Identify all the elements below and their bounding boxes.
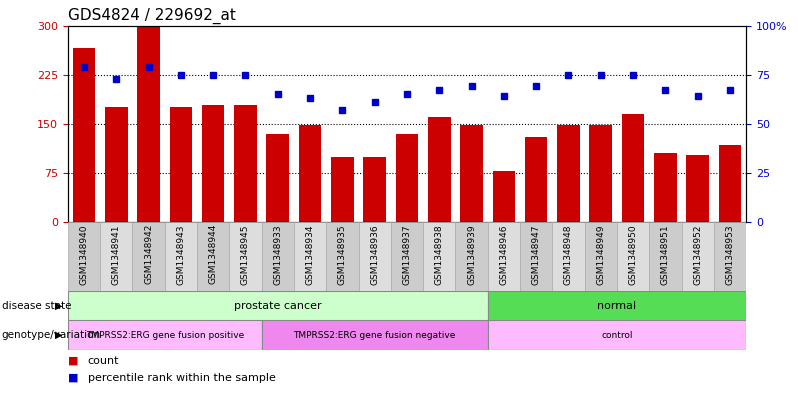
Text: normal: normal [598, 301, 637, 310]
Bar [294, 222, 326, 291]
Bar [137, 26, 160, 222]
Text: ▶: ▶ [54, 301, 62, 310]
Bar [100, 222, 132, 291]
Text: GSM1348934: GSM1348934 [306, 224, 314, 285]
Text: GSM1348951: GSM1348951 [661, 224, 670, 285]
Bar [590, 125, 612, 222]
Bar [525, 137, 547, 222]
Text: prostate cancer: prostate cancer [234, 301, 322, 310]
Text: GSM1348938: GSM1348938 [435, 224, 444, 285]
Text: GSM1348933: GSM1348933 [273, 224, 282, 285]
Text: GSM1348942: GSM1348942 [144, 224, 153, 285]
Bar [105, 107, 128, 222]
Bar [262, 222, 294, 291]
Bar [622, 114, 644, 222]
Bar [169, 107, 192, 222]
Bar [719, 145, 741, 222]
Bar [488, 291, 746, 320]
Bar [557, 125, 580, 222]
Bar [73, 48, 95, 222]
Bar [229, 222, 262, 291]
Text: ■: ■ [68, 373, 78, 383]
Text: ■: ■ [68, 356, 78, 366]
Text: GSM1348949: GSM1348949 [596, 224, 605, 285]
Bar [714, 222, 746, 291]
Text: GSM1348953: GSM1348953 [725, 224, 734, 285]
Bar [654, 153, 677, 222]
Bar [650, 222, 681, 291]
Bar [197, 222, 229, 291]
Text: GSM1348946: GSM1348946 [500, 224, 508, 285]
Text: GSM1348947: GSM1348947 [531, 224, 541, 285]
Text: GSM1348939: GSM1348939 [467, 224, 476, 285]
Bar [68, 320, 262, 350]
Bar [552, 222, 585, 291]
Text: GSM1348937: GSM1348937 [402, 224, 412, 285]
Text: GSM1348935: GSM1348935 [338, 224, 347, 285]
Text: count: count [88, 356, 119, 366]
Bar [585, 222, 617, 291]
Bar [396, 134, 418, 222]
Bar [262, 320, 488, 350]
Bar [202, 105, 224, 222]
Text: GSM1348952: GSM1348952 [693, 224, 702, 285]
Bar [617, 222, 650, 291]
Bar [234, 105, 257, 222]
Bar [298, 125, 322, 222]
Bar [267, 134, 289, 222]
Text: GSM1348948: GSM1348948 [564, 224, 573, 285]
Bar [358, 222, 391, 291]
Text: GSM1348943: GSM1348943 [176, 224, 185, 285]
Text: genotype/variation: genotype/variation [2, 330, 101, 340]
Bar [456, 222, 488, 291]
Bar [488, 320, 746, 350]
Text: disease state: disease state [2, 301, 71, 310]
Text: GSM1348941: GSM1348941 [112, 224, 120, 285]
Bar [488, 222, 520, 291]
Bar [428, 117, 451, 222]
Text: GDS4824 / 229692_at: GDS4824 / 229692_at [68, 8, 235, 24]
Text: GSM1348940: GSM1348940 [80, 224, 89, 285]
Bar [326, 222, 358, 291]
Bar [68, 222, 100, 291]
Bar [520, 222, 552, 291]
Bar [68, 291, 488, 320]
Text: percentile rank within the sample: percentile rank within the sample [88, 373, 275, 383]
Text: ▶: ▶ [54, 330, 62, 340]
Bar [460, 125, 483, 222]
Bar [132, 222, 164, 291]
Bar [363, 156, 386, 222]
Text: TMPRSS2:ERG gene fusion negative: TMPRSS2:ERG gene fusion negative [294, 331, 456, 340]
Bar [681, 222, 714, 291]
Text: GSM1348945: GSM1348945 [241, 224, 250, 285]
Bar [686, 154, 709, 222]
Bar [391, 222, 423, 291]
Text: GSM1348936: GSM1348936 [370, 224, 379, 285]
Bar [331, 156, 354, 222]
Text: control: control [601, 331, 633, 340]
Text: GSM1348950: GSM1348950 [629, 224, 638, 285]
Bar [423, 222, 456, 291]
Bar [164, 222, 197, 291]
Text: TMPRSS2:ERG gene fusion positive: TMPRSS2:ERG gene fusion positive [85, 331, 244, 340]
Text: GSM1348944: GSM1348944 [209, 224, 218, 285]
Bar [492, 171, 516, 222]
